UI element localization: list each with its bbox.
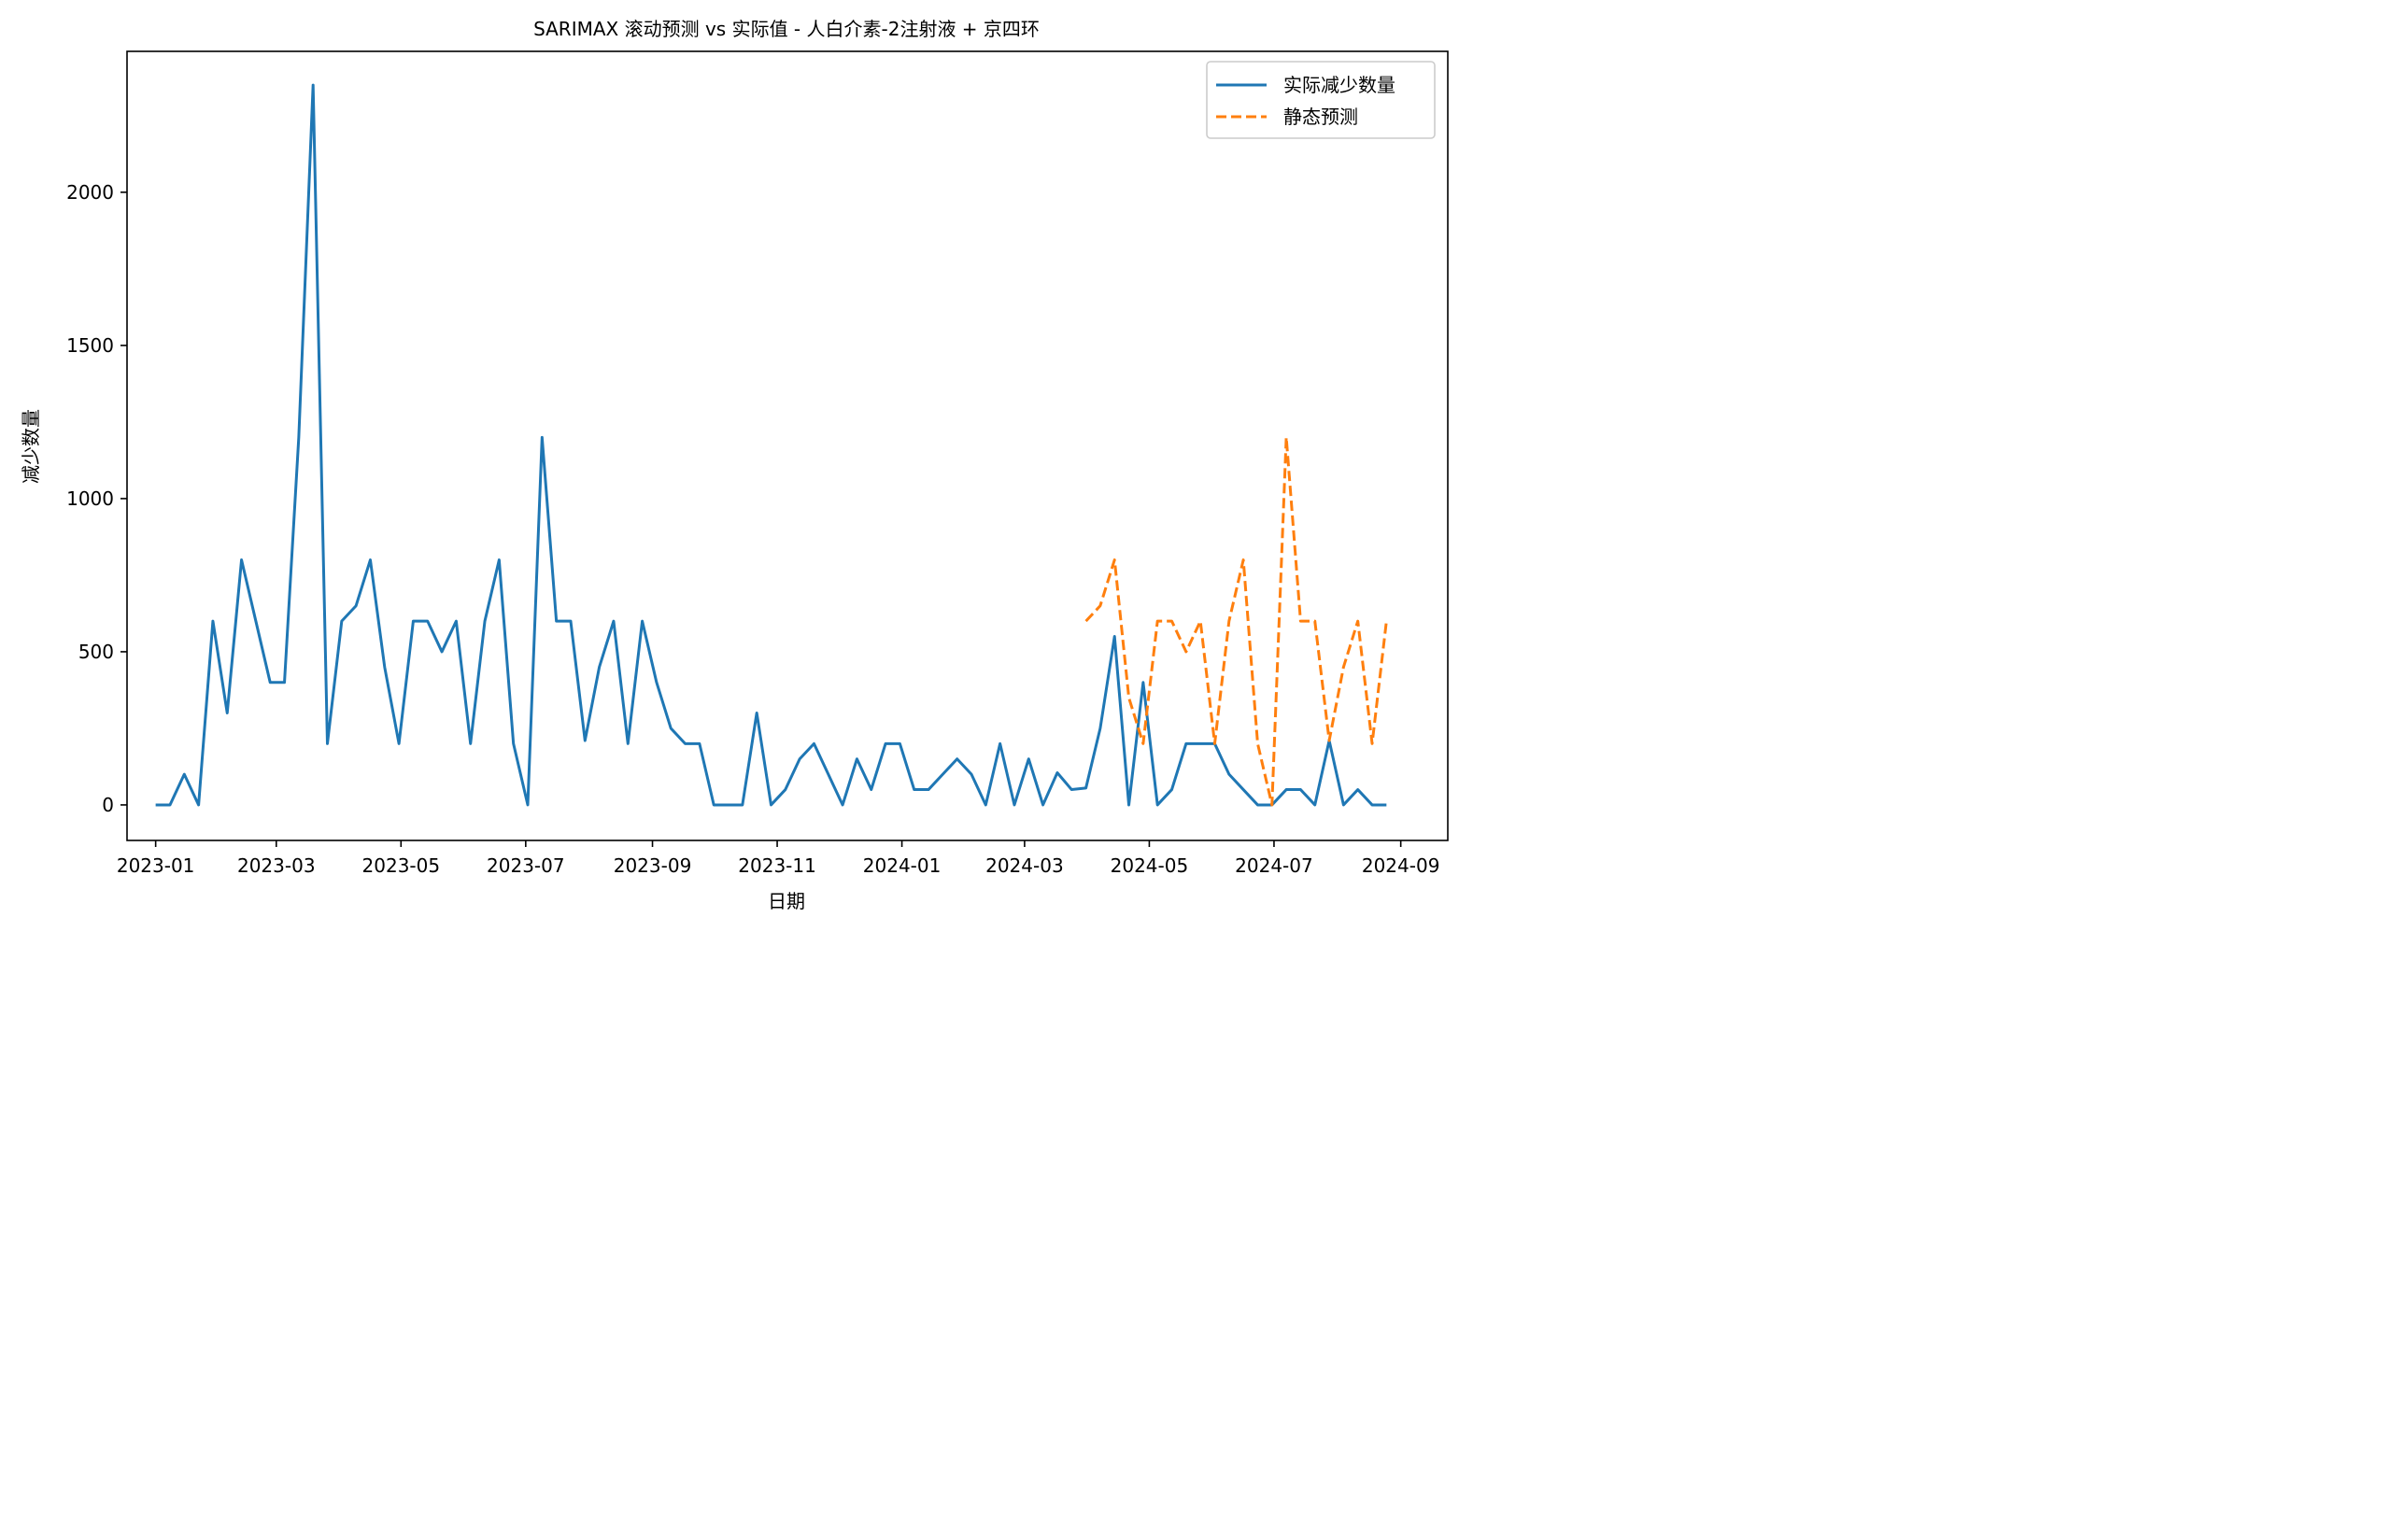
y-tick-label: 1500 — [66, 334, 114, 357]
axes-frame — [126, 50, 1449, 841]
legend-label: 实际减少数量 — [1283, 74, 1395, 96]
x-tick-label: 2023-07 — [487, 854, 565, 877]
x-tick-label: 2024-07 — [1235, 854, 1313, 877]
series-line-actual — [155, 83, 1387, 807]
chart: SARIMAX 滚动预测 vs 实际值 - 人白介素-2注射液 + 京四环 20… — [20, 18, 1449, 912]
legend-label: 静态预测 — [1283, 106, 1358, 128]
x-tick-label: 2024-05 — [1111, 854, 1189, 877]
x-tick-label: 2023-11 — [738, 854, 816, 877]
chart-title: SARIMAX 滚动预测 vs 实际值 - 人白介素-2注射液 + 京四环 — [533, 18, 1040, 40]
y-tick-label: 1000 — [66, 487, 114, 510]
x-tick-label: 2023-03 — [237, 854, 316, 877]
x-tick-label: 2023-09 — [614, 854, 692, 877]
y-axis-title: 减少数量 — [20, 409, 42, 484]
series-line-forecast — [1084, 435, 1388, 807]
x-tick-label: 2024-03 — [985, 854, 1064, 877]
y-tick-label: 2000 — [66, 181, 114, 204]
x-tick-label: 2024-09 — [1362, 854, 1440, 877]
plot-area: 2023-01 2023-03 2023-05 2023-07 2023-09 2023-… — [66, 50, 1449, 877]
x-tick-label: 2023-01 — [117, 854, 195, 877]
x-tick-label: 2023-05 — [362, 854, 441, 877]
y-tick-label: 500 — [78, 641, 114, 663]
x-tick-label: 2024-01 — [863, 854, 942, 877]
x-axis-title: 日期 — [768, 890, 805, 912]
legend-box — [1206, 61, 1436, 139]
y-tick-label: 0 — [102, 794, 114, 816]
